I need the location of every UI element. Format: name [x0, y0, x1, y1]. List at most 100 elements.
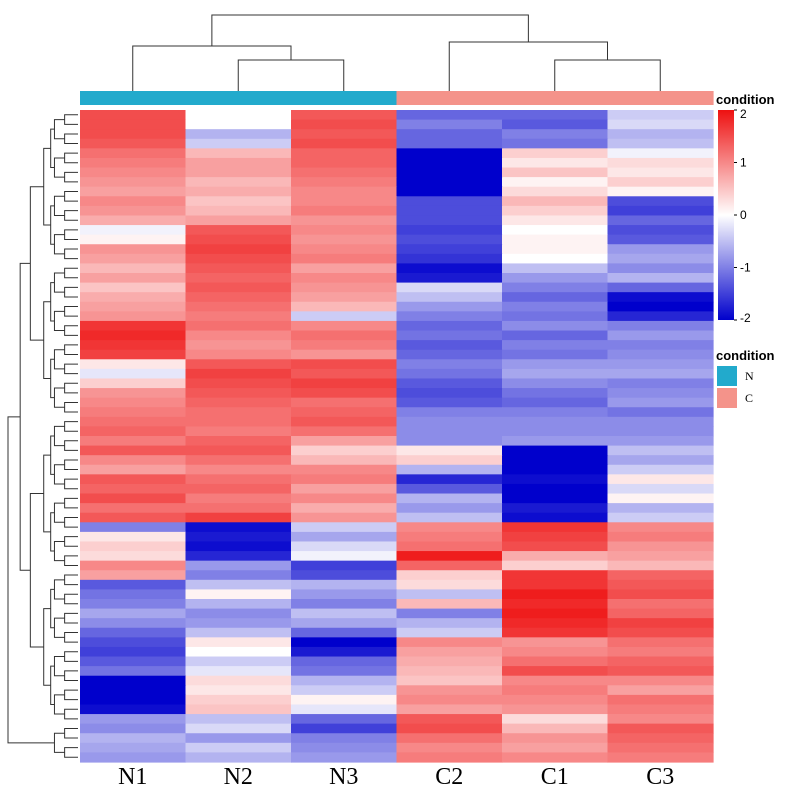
dendrogram-branch: [554, 59, 661, 91]
heatmap-cell: [80, 704, 187, 715]
heatmap-cell: [291, 330, 398, 341]
condition-legend-swatch: [717, 388, 737, 408]
column-dendrogram: [132, 14, 661, 91]
heatmap-cell: [291, 407, 398, 418]
heatmap-cell: [396, 646, 503, 658]
heatmap-cell: [291, 637, 398, 648]
heatmap-cell: [396, 244, 503, 255]
column-label: N2: [224, 764, 253, 790]
dendrogram-branch: [64, 133, 78, 145]
dendrogram-branch: [53, 425, 65, 447]
dendrogram-branch: [64, 401, 78, 413]
condition-legend-label: C: [745, 391, 753, 405]
heatmap-cell: [607, 666, 714, 677]
heatmap-cell: [502, 531, 609, 543]
heatmap-cell: [80, 138, 187, 149]
dendrogram-branch: [64, 708, 78, 720]
heatmap-cell: [502, 599, 609, 610]
heatmap-cell: [291, 205, 398, 217]
heatmap-cell: [502, 493, 609, 504]
heatmap-cell: [502, 349, 609, 360]
heatmap-cell: [502, 368, 609, 380]
heatmap-cell: [291, 368, 398, 380]
heatmap-cell: [502, 426, 609, 437]
dendrogram-branch: [53, 387, 65, 408]
heatmap-cell: [185, 522, 292, 533]
heatmap-cell: [291, 512, 398, 523]
heatmap-cell: [396, 666, 503, 677]
heatmap-cell: [396, 637, 503, 648]
dendrogram-branch: [64, 670, 78, 681]
heatmap-cell: [396, 733, 503, 744]
heatmap-cell: [396, 225, 503, 236]
heatmap-cell: [396, 157, 503, 169]
heatmap-cell: [396, 675, 503, 686]
heatmap-cell: [80, 694, 187, 706]
heatmap-cell: [291, 177, 398, 188]
condition-cell: [291, 91, 398, 105]
heatmap-cell: [396, 704, 503, 715]
heatmap-cell: [607, 273, 714, 284]
heatmap-cell: [80, 531, 187, 543]
heatmap-cell: [502, 282, 609, 293]
heatmap-cell: [607, 253, 714, 265]
heatmap-cell: [607, 234, 714, 245]
heatmap-cell: [80, 349, 187, 360]
dendrogram-branch: [53, 579, 65, 600]
heatmap-cell: [502, 196, 609, 207]
heatmap-cell: [291, 464, 398, 475]
heatmap-cell: [80, 685, 187, 696]
heatmap-cell: [607, 205, 714, 217]
heatmap-cell: [396, 378, 503, 389]
heatmap-cell: [80, 148, 187, 159]
heatmap-cell: [607, 445, 714, 456]
heatmap-cell: [607, 129, 714, 140]
dendrogram-branch: [53, 349, 65, 370]
heatmap-cell: [502, 455, 609, 466]
heatmap-cell: [607, 157, 714, 169]
heatmap-cell: [502, 464, 609, 475]
heatmap-cell: [607, 694, 714, 706]
heatmap-cell: [80, 723, 187, 734]
heatmap-cell: [396, 627, 503, 638]
heatmap-cell: [291, 167, 398, 178]
heatmap-cell: [291, 608, 398, 619]
heatmap-cell: [607, 388, 714, 399]
heatmap-cell: [185, 733, 292, 744]
heatmap-cell: [80, 368, 187, 380]
dendrogram-branch: [132, 45, 292, 91]
heatmap-cell: [502, 503, 609, 514]
heatmap-cell: [502, 215, 609, 226]
heatmap-cell: [396, 685, 503, 696]
heatmap-cell: [185, 560, 292, 571]
heatmap-cell: [607, 186, 714, 197]
heatmap-cell: [291, 301, 398, 312]
heatmap-cell: [607, 416, 714, 428]
heatmap-cell: [80, 186, 187, 197]
heatmap-cell: [396, 263, 503, 274]
dendrogram-branch: [53, 157, 65, 178]
heatmap-cell: [396, 426, 503, 437]
heatmap-cell: [607, 627, 714, 638]
dendrogram-branch: [50, 358, 55, 399]
heatmap-cell: [185, 196, 292, 207]
dendrogram-branch: [43, 301, 51, 379]
heatmap-cell: [80, 196, 187, 207]
heatmap-cell: [185, 646, 292, 658]
heatmap-cell: [80, 714, 187, 725]
heatmap-cell: [502, 627, 609, 638]
heatmap-cell: [185, 694, 292, 706]
heatmap-cell: [502, 129, 609, 140]
heatmap-cell: [502, 560, 609, 571]
heatmap-cell: [291, 656, 398, 667]
heatmap-cell: [607, 349, 714, 360]
dendrogram-branch: [64, 191, 78, 202]
heatmap-cell: [80, 522, 187, 533]
dendrogram-branch: [53, 234, 65, 255]
heatmap-cell: [607, 733, 714, 744]
heatmap-cell: [185, 244, 292, 255]
heatmap-cell: [396, 723, 503, 734]
heatmap-cell: [291, 416, 398, 428]
heatmap-cell: [80, 426, 187, 437]
heatmap-cell: [396, 205, 503, 217]
